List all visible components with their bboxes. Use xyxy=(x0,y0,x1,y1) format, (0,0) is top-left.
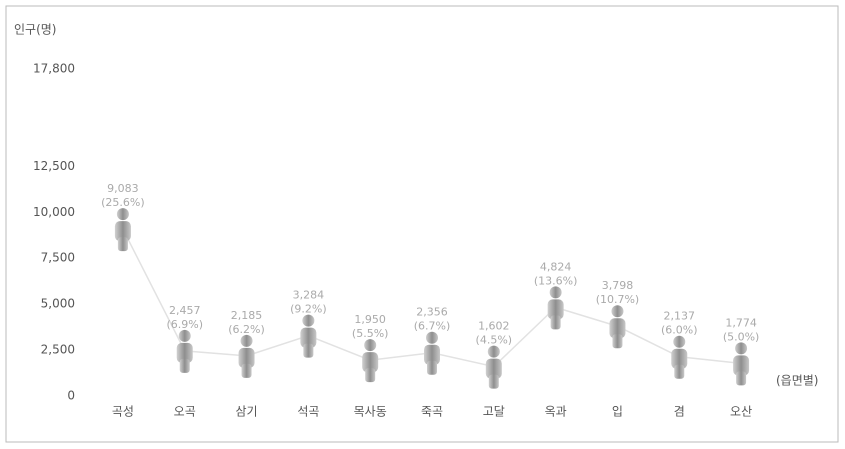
y-tick-label: 5,000 xyxy=(41,297,75,311)
share-label: (5.5%) xyxy=(352,327,389,340)
share-label: (10.7%) xyxy=(596,293,640,306)
x-tick-label: 곡성 xyxy=(112,405,134,419)
share-label: (6.2%) xyxy=(228,323,265,336)
value-label: 1,774 xyxy=(725,316,757,329)
value-label: 3,284 xyxy=(293,289,325,302)
y-tick-label: 2,500 xyxy=(41,343,75,357)
share-label: (6.7%) xyxy=(414,320,451,333)
share-label: (6.0%) xyxy=(661,324,698,337)
share-label: (6.9%) xyxy=(166,318,203,331)
value-label: 1,950 xyxy=(354,313,386,326)
person-marker xyxy=(114,208,131,252)
x-tick-label: 겸 xyxy=(674,405,685,419)
value-label: 2,356 xyxy=(416,306,448,319)
y-tick-label: 0 xyxy=(67,389,75,403)
x-axis-label: (읍면별) xyxy=(776,374,818,388)
y-tick-label: 7,500 xyxy=(41,251,75,265)
share-label: (25.6%) xyxy=(101,196,145,209)
share-label: (9.2%) xyxy=(290,303,327,316)
value-label: 2,185 xyxy=(231,309,263,322)
x-tick-label: 옥과 xyxy=(545,405,567,419)
person-marker xyxy=(547,286,564,330)
x-tick-label: 석곡 xyxy=(297,405,319,419)
y-tick-label: 17,800 xyxy=(33,62,75,76)
x-tick-label: 오산 xyxy=(730,405,752,419)
x-tick-label: 오곡 xyxy=(174,405,196,419)
x-tick-label: 죽곡 xyxy=(421,405,443,419)
x-tick-label: 고달 xyxy=(483,405,505,419)
x-tick-label: 목사동 xyxy=(354,405,387,419)
share-label: (5.0%) xyxy=(723,330,760,343)
person-marker xyxy=(424,331,440,375)
y-tick-label: 12,500 xyxy=(33,159,75,173)
value-label: 4,824 xyxy=(540,260,572,273)
person-marker xyxy=(238,334,255,378)
y-axis-label: 인구(명) xyxy=(14,23,56,37)
person-marker xyxy=(485,345,502,389)
person-marker xyxy=(609,305,626,349)
person-marker xyxy=(176,329,193,373)
value-label: 1,602 xyxy=(478,320,510,333)
x-tick-label: 삼기 xyxy=(235,405,257,419)
share-label: (4.5%) xyxy=(476,334,513,347)
person-marker xyxy=(362,339,379,383)
value-label: 3,798 xyxy=(602,279,634,292)
share-label: (13.6%) xyxy=(534,274,578,287)
value-label: 2,137 xyxy=(664,310,696,323)
person-marker xyxy=(733,342,750,386)
person-marker xyxy=(671,335,688,379)
x-tick-label: 입 xyxy=(612,405,623,419)
person-marker xyxy=(300,314,317,358)
y-tick-label: 10,000 xyxy=(33,205,75,219)
frame xyxy=(5,5,839,443)
value-label: 2,457 xyxy=(169,304,201,317)
value-label: 9,083 xyxy=(107,182,139,195)
